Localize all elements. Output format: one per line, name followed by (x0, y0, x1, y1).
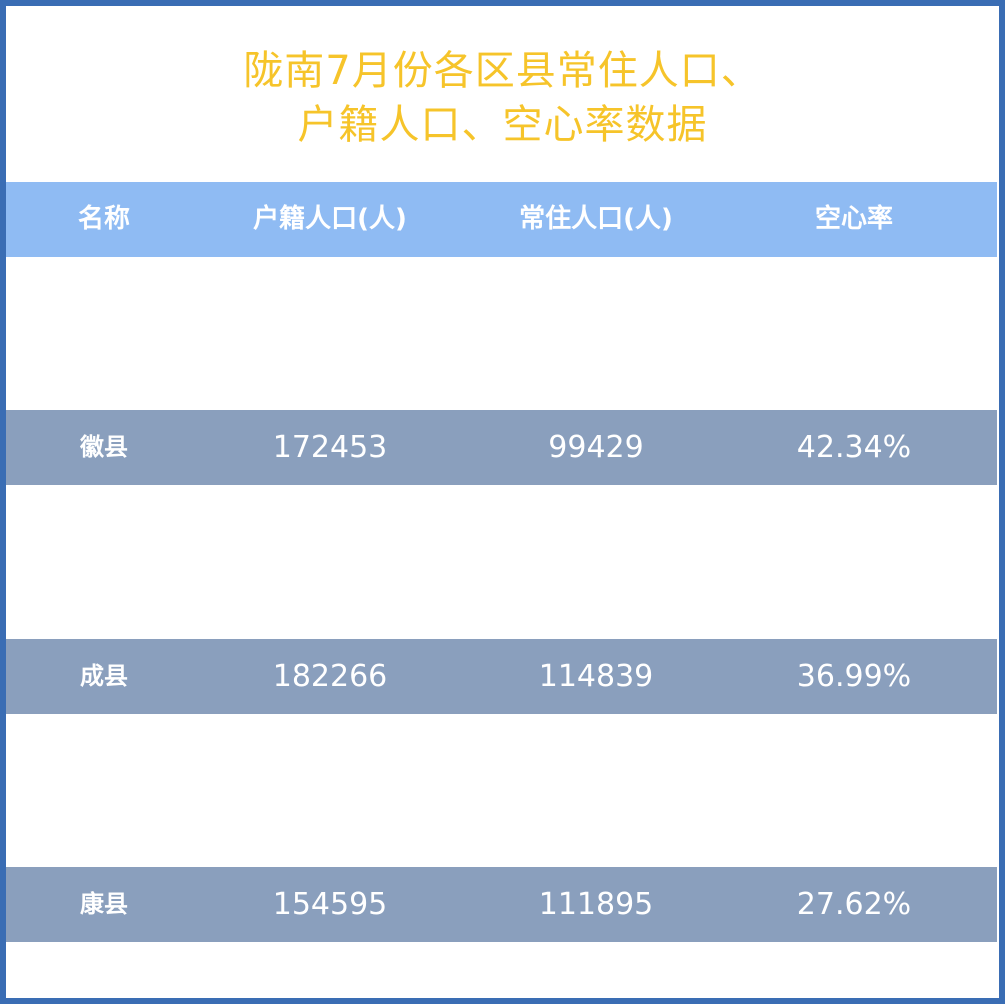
row-registered: 154595 (272, 887, 388, 922)
column-header-name: 名称 (77, 204, 130, 234)
row-hollow-rate: 42.34% (796, 430, 912, 465)
row-hollow-rate: 27.62% (796, 887, 912, 922)
table-row: 成县 182266 114839 36.99% (6, 639, 997, 714)
table-header: 名称 户籍人口(人) 常住人口(人) 空心率 (6, 182, 997, 257)
row-registered: 172453 (272, 430, 388, 465)
title-line-2: 户籍人口、空心率数据 (297, 102, 708, 148)
row-registered: 182266 (272, 659, 388, 694)
column-header-resident: 常住人口(人) (519, 204, 673, 234)
column-header-registered: 户籍人口(人) (253, 204, 407, 234)
table-row: 康县 154595 111895 27.62% (6, 867, 997, 942)
row-resident: 111895 (538, 887, 654, 922)
page-title: 陇南7月份各区县常住人口、 户籍人口、空心率数据 (6, 44, 999, 152)
row-name: 康县 (80, 890, 128, 918)
row-name: 成县 (80, 662, 128, 690)
row-resident: 114839 (538, 659, 654, 694)
row-resident: 99429 (548, 430, 644, 465)
row-name: 徽县 (80, 433, 128, 461)
table-row: 徽县 172453 99429 42.34% (6, 410, 997, 485)
column-header-hollow-rate: 空心率 (814, 204, 893, 234)
row-hollow-rate: 36.99% (796, 659, 912, 694)
title-line-1: 陇南7月份各区县常住人口、 (243, 48, 762, 94)
